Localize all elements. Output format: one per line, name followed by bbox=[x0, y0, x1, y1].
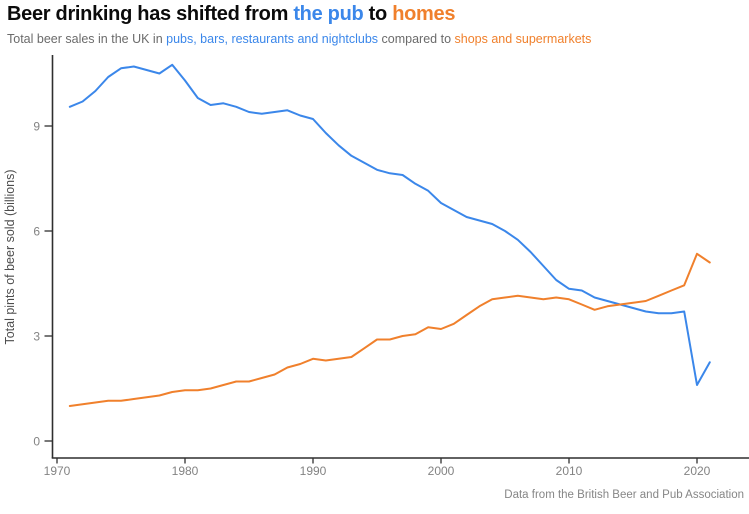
pub-sales-line bbox=[68, 63, 711, 386]
title-pub-highlight: the pub bbox=[293, 3, 364, 25]
x-tick-label: 2000 bbox=[428, 464, 455, 478]
subtitle-ontrade-highlight: pubs, bars, restaurants and nightclubs bbox=[166, 32, 379, 46]
x-tick-label: 2020 bbox=[684, 464, 711, 478]
x-tick-label: 2010 bbox=[556, 464, 583, 478]
subtitle-text: Total beer sales in the UK in bbox=[7, 32, 167, 46]
shop-sales-line bbox=[68, 252, 711, 407]
title-text: Beer drinking has shifted from bbox=[7, 3, 294, 25]
y-tick-label: 3 bbox=[33, 330, 40, 344]
x-axis-ticks: 1970 1980 1990 2000 2010 2020 bbox=[44, 458, 711, 478]
y-axis-title: Total pints of beer sold (billions) bbox=[3, 169, 17, 344]
subtitle-connector: compared to bbox=[378, 32, 455, 46]
y-tick-label: 9 bbox=[33, 120, 40, 134]
y-tick-label: 6 bbox=[33, 225, 40, 239]
x-tick-label: 1970 bbox=[44, 464, 71, 478]
y-tick-label: 0 bbox=[33, 435, 40, 449]
subtitle-offtrade-highlight: shops and supermarkets bbox=[454, 32, 592, 46]
x-tick-label: 1990 bbox=[300, 464, 327, 478]
title-connector: to bbox=[363, 3, 393, 25]
x-tick-label: 1980 bbox=[172, 464, 199, 478]
source-caption: Data from the British Beer and Pub Assoc… bbox=[504, 489, 744, 501]
chart-title: Beer drinking has shifted from the pub t… bbox=[7, 3, 455, 26]
title-homes-highlight: homes bbox=[392, 3, 456, 25]
chart-subtitle: Total beer sales in the UK in pubs, bars… bbox=[7, 32, 591, 46]
y-axis-ticks: 0 3 6 9 bbox=[33, 120, 52, 449]
